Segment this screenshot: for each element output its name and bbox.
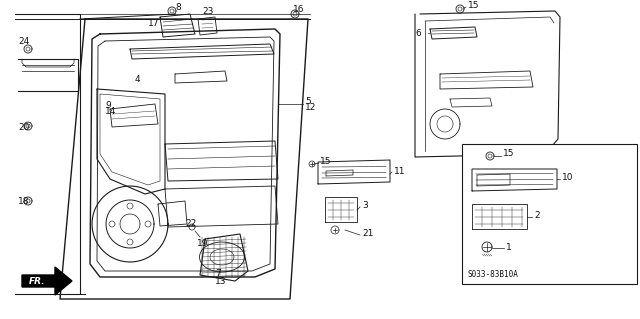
Text: 17: 17 (148, 19, 159, 27)
Text: 1: 1 (506, 242, 512, 251)
Text: 8: 8 (175, 4, 180, 12)
Text: 5: 5 (305, 97, 311, 106)
Text: 24: 24 (18, 36, 29, 46)
Text: 20: 20 (18, 122, 29, 131)
Text: 23: 23 (202, 6, 213, 16)
Text: 7: 7 (215, 270, 221, 278)
Text: 6: 6 (415, 29, 420, 39)
Polygon shape (22, 267, 72, 295)
Text: 11: 11 (394, 167, 406, 175)
Text: S033-83B10A: S033-83B10A (467, 270, 518, 279)
Text: 14: 14 (105, 108, 116, 116)
Text: 13: 13 (215, 277, 227, 286)
Text: 15: 15 (468, 2, 479, 11)
Text: 21: 21 (362, 229, 373, 239)
Text: 4: 4 (135, 75, 141, 84)
Text: 15: 15 (320, 158, 332, 167)
Text: 12: 12 (305, 102, 316, 112)
Text: 18: 18 (18, 197, 29, 205)
Text: 22: 22 (185, 219, 196, 228)
Text: 19: 19 (197, 240, 209, 249)
Text: 9: 9 (105, 101, 111, 110)
Text: 16: 16 (293, 5, 305, 14)
Text: 3: 3 (362, 202, 368, 211)
Text: FR.: FR. (29, 277, 45, 286)
Text: 15: 15 (503, 150, 515, 159)
Text: 2: 2 (534, 211, 540, 220)
Text: 10: 10 (562, 174, 573, 182)
Bar (462, 144, 637, 284)
